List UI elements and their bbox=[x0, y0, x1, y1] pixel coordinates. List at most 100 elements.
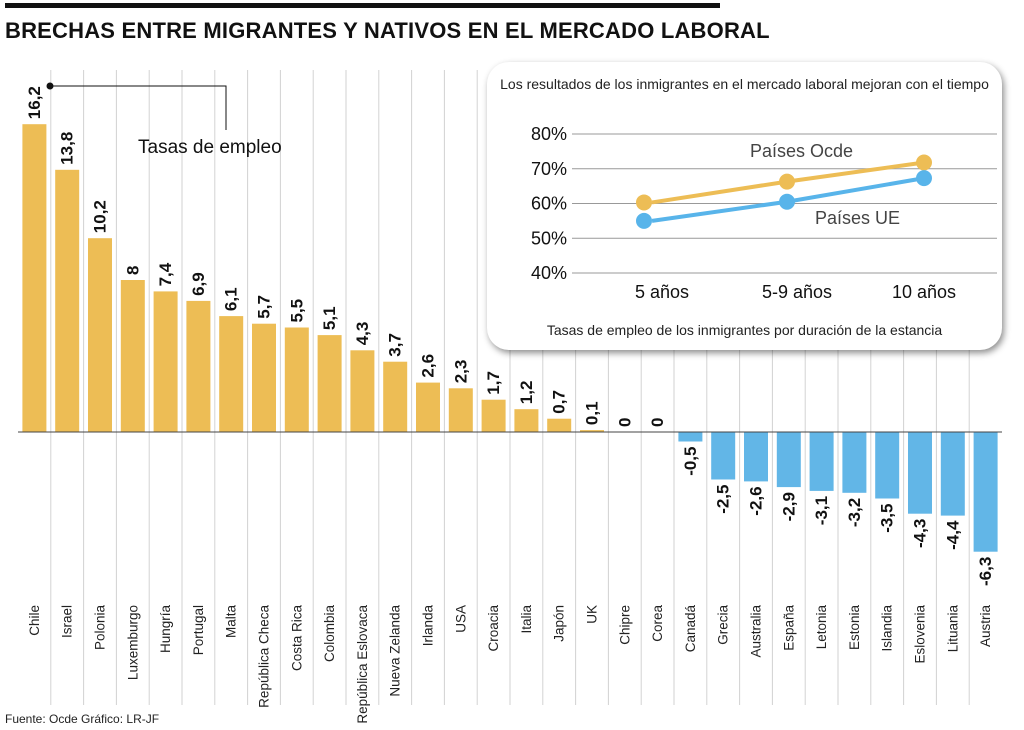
category-label: USA bbox=[453, 605, 468, 633]
value-label: -0,5 bbox=[681, 447, 700, 476]
inset-panel: Los resultados de los inmigrantes en el … bbox=[487, 62, 1002, 350]
value-label: 16,2 bbox=[25, 86, 44, 119]
category-label: Austria bbox=[978, 605, 993, 648]
category-label: Italia bbox=[519, 605, 534, 634]
bar bbox=[120, 280, 145, 432]
bar bbox=[481, 399, 506, 432]
category-label: Nueva Zelanda bbox=[388, 605, 403, 697]
value-label: 1,2 bbox=[517, 381, 536, 405]
value-label: 2,6 bbox=[419, 354, 438, 378]
category-label: España bbox=[781, 605, 796, 651]
value-label: 6,1 bbox=[222, 287, 241, 311]
category-label: UK bbox=[585, 605, 600, 624]
inset-y-tick: 80% bbox=[531, 124, 567, 144]
inset-point bbox=[779, 193, 795, 210]
bar bbox=[284, 327, 309, 432]
chart-title: BRECHAS ENTRE MIGRANTES Y NATIVOS EN EL … bbox=[5, 18, 770, 43]
category-label: Luxemburgo bbox=[125, 605, 140, 680]
value-label: 1,7 bbox=[484, 371, 503, 395]
value-label: -2,5 bbox=[714, 485, 733, 514]
value-label: 0,1 bbox=[583, 401, 602, 425]
category-label: Japón bbox=[552, 605, 567, 642]
bar bbox=[908, 432, 932, 514]
value-label: 10,2 bbox=[91, 200, 110, 233]
bar bbox=[55, 169, 80, 433]
bar bbox=[219, 316, 244, 432]
category-label: Lituania bbox=[945, 605, 960, 653]
value-label: 8 bbox=[123, 266, 142, 275]
annotation: Tasas de empleo bbox=[46, 82, 282, 158]
inset-y-tick: 50% bbox=[531, 228, 567, 248]
annotation-label: Tasas de empleo bbox=[138, 137, 282, 158]
bar bbox=[940, 432, 965, 516]
inset-series-label: Países Ocde bbox=[750, 141, 853, 161]
value-label: 0 bbox=[615, 418, 634, 427]
value-label: 3,7 bbox=[386, 333, 405, 357]
inset-title: Los resultados de los inmigrantes en el … bbox=[500, 76, 989, 92]
bar bbox=[514, 409, 539, 432]
bar bbox=[153, 291, 178, 432]
bar bbox=[448, 388, 473, 432]
category-label: Hungría bbox=[158, 605, 173, 654]
category-label: República Eslovaca bbox=[355, 605, 370, 724]
bar bbox=[317, 335, 342, 432]
annotation-leader bbox=[50, 85, 227, 130]
bar bbox=[744, 432, 768, 482]
value-label: -6,3 bbox=[976, 557, 995, 586]
inset-x-tick: 5-9 años bbox=[762, 282, 832, 302]
bar bbox=[842, 432, 867, 493]
bar bbox=[252, 323, 276, 432]
category-label: Portugal bbox=[191, 605, 206, 655]
category-label: Colombia bbox=[322, 605, 337, 663]
bar bbox=[875, 432, 900, 499]
value-label: 0 bbox=[648, 418, 667, 427]
bar bbox=[416, 382, 440, 432]
bar bbox=[678, 432, 703, 442]
bar bbox=[350, 350, 375, 432]
value-label: -3,5 bbox=[878, 504, 897, 533]
value-label: -4,3 bbox=[911, 519, 930, 548]
inset-y-tick: 70% bbox=[531, 159, 567, 179]
category-label: Islandia bbox=[880, 605, 895, 652]
bar bbox=[711, 432, 736, 480]
value-label: 7,4 bbox=[156, 262, 175, 286]
category-label: Canadá bbox=[683, 605, 698, 653]
bar bbox=[383, 361, 408, 432]
value-label: 5,5 bbox=[287, 299, 306, 323]
category-label: Australia bbox=[749, 605, 764, 658]
value-label: -4,4 bbox=[943, 520, 962, 550]
category-label: Irlanda bbox=[421, 605, 436, 647]
title-rule bbox=[5, 3, 720, 8]
inset-y-tick: 40% bbox=[531, 263, 567, 283]
value-label: -2,6 bbox=[747, 486, 766, 515]
value-label: -3,1 bbox=[812, 496, 831, 525]
value-label: 0,7 bbox=[550, 390, 569, 414]
inset-point bbox=[636, 194, 652, 211]
inset-line-chart: 80% 70% 60% 50% 40% 5 años 5-9 años 10 años País… bbox=[531, 124, 997, 302]
value-label: 6,9 bbox=[189, 272, 208, 296]
bar bbox=[809, 432, 834, 491]
value-label: -2,9 bbox=[779, 492, 798, 521]
category-label: Letonia bbox=[814, 605, 829, 650]
value-label: 5,1 bbox=[320, 306, 339, 330]
category-label: Corea bbox=[650, 605, 665, 642]
category-label: República Checa bbox=[257, 605, 272, 708]
category-label: Estonia bbox=[847, 605, 862, 651]
bars bbox=[22, 124, 998, 552]
bar bbox=[22, 124, 47, 432]
bar bbox=[186, 300, 211, 432]
inset-point bbox=[636, 212, 652, 229]
category-label: Chipre bbox=[617, 605, 632, 645]
inset-point bbox=[916, 154, 932, 171]
inset-point bbox=[779, 173, 795, 190]
category-label: Israel bbox=[60, 605, 75, 638]
value-labels: 16,2 13,8 10,2 8 7,4 6,9 6,1 5,7 5,5 5,1 4,3 3,7 2,6… bbox=[25, 86, 995, 586]
bar bbox=[547, 418, 572, 432]
value-label: 4,3 bbox=[353, 322, 372, 346]
category-label: Eslovenia bbox=[913, 605, 928, 664]
category-label: Grecia bbox=[716, 605, 731, 645]
bar bbox=[580, 430, 604, 432]
inset-x-caption: Tasas de empleo de los inmigrantes por d… bbox=[546, 322, 943, 338]
value-label: -3,2 bbox=[845, 498, 864, 527]
